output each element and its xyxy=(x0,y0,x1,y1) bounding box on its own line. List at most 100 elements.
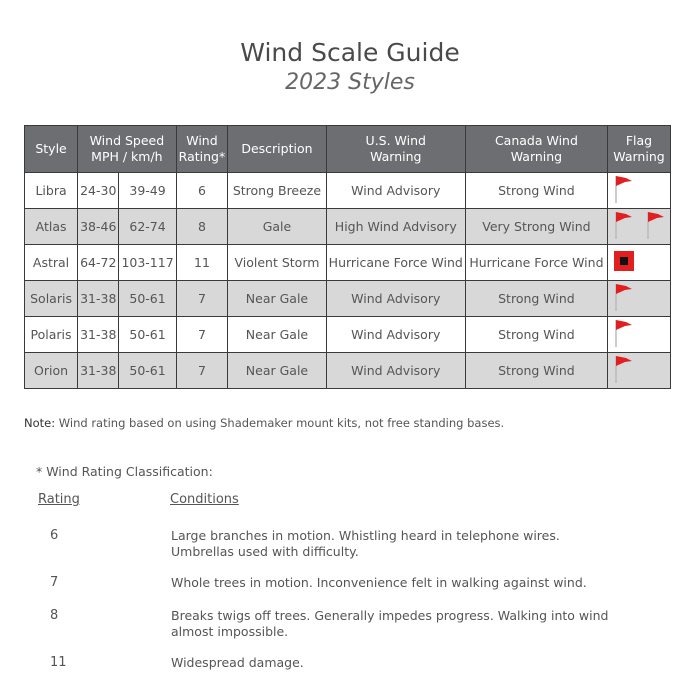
note-text: Wind rating based on using Shademaker mo… xyxy=(55,416,505,430)
cell-mph: 31-38 xyxy=(77,352,120,389)
cell-kmh: 62-74 xyxy=(118,208,177,245)
cell-canada: Strong Wind xyxy=(464,352,609,389)
cell-us: Wind Advisory xyxy=(325,316,466,353)
header-rating: Wind Rating* xyxy=(175,125,229,173)
cell-style: Libra xyxy=(23,172,79,209)
header-line: U.S. Wind xyxy=(365,133,426,148)
table-row: Orion 31-38 50-61 7 Near Gale Wind Advisory St… xyxy=(23,352,671,389)
header-description: Description xyxy=(227,125,327,173)
classification-rating: 8 xyxy=(50,608,59,623)
cell-flag xyxy=(607,352,671,389)
condition-line: Large branches in motion. Whistling hear… xyxy=(171,528,560,543)
header-line: Wind xyxy=(186,133,218,148)
conditions-header: Conditions xyxy=(170,492,239,507)
header-line: MPH / km/h xyxy=(91,149,163,164)
cell-kmh: 103-117 xyxy=(118,244,177,281)
cell-description: Gale xyxy=(227,208,327,245)
cell-description: Near Gale xyxy=(227,316,327,353)
cell-canada: Hurricane Force Wind xyxy=(464,244,609,281)
cell-us: High Wind Advisory xyxy=(325,208,466,245)
header-line: Warning xyxy=(370,149,422,164)
condition-line: Breaks twigs off trees. Generally impede… xyxy=(171,608,609,623)
header-flag: Flag Warning xyxy=(607,125,671,173)
cell-us: Wind Advisory xyxy=(325,172,466,209)
cell-us: Wind Advisory xyxy=(325,280,466,317)
header-line: Flag xyxy=(625,133,653,148)
cell-style: Orion xyxy=(23,352,79,389)
pennant-flag-icon xyxy=(615,356,632,383)
cell-canada: Strong Wind xyxy=(464,172,609,209)
header-style: Style xyxy=(23,125,79,173)
cell-rating: 7 xyxy=(175,316,229,353)
classification-condition: Large branches in motion. Whistling hear… xyxy=(171,528,621,560)
cell-mph: 38-46 xyxy=(77,208,120,245)
cell-kmh: 50-61 xyxy=(118,280,177,317)
table-row: Solaris 31-38 50-61 7 Near Gale Wind Advisory… xyxy=(23,280,671,317)
cell-style: Atlas xyxy=(23,208,79,245)
hurricane-flag-icon xyxy=(614,251,634,271)
cell-kmh: 50-61 xyxy=(118,352,177,389)
condition-line: Whole trees in motion. Inconvenience fel… xyxy=(171,575,587,590)
cell-flag xyxy=(607,316,671,353)
condition-line: almost impossible. xyxy=(171,624,289,639)
cell-description: Near Gale xyxy=(227,352,327,389)
cell-style: Polaris xyxy=(23,316,79,353)
classification-condition: Whole trees in motion. Inconvenience fel… xyxy=(171,575,621,591)
cell-description: Strong Breeze xyxy=(227,172,327,209)
classification-rating: 6 xyxy=(50,528,59,543)
header-canada-warning: Canada Wind Warning xyxy=(464,125,609,173)
cell-rating: 11 xyxy=(175,244,229,281)
cell-style: Solaris xyxy=(23,280,79,317)
note-label: Note: xyxy=(24,416,56,430)
pennant-flag-icon xyxy=(615,212,632,239)
cell-rating: 7 xyxy=(175,280,229,317)
cell-us: Hurricane Force Wind xyxy=(325,244,466,281)
table-header: Style Wind Speed MPH / km/h Wind Rating* D… xyxy=(23,125,671,173)
cell-mph: 64-72 xyxy=(77,244,120,281)
header-us-warning: U.S. Wind Warning xyxy=(325,125,466,173)
cell-rating: 8 xyxy=(175,208,229,245)
classification-rating: 7 xyxy=(50,575,59,590)
classification-title: * Wind Rating Classification: xyxy=(36,464,213,479)
classification-condition: Breaks twigs off trees. Generally impede… xyxy=(171,608,621,640)
header-line: Rating* xyxy=(178,149,226,164)
rating-header: Rating xyxy=(38,492,80,507)
condition-line: Umbrellas used with difficulty. xyxy=(171,544,359,559)
cell-mph: 31-38 xyxy=(77,280,120,317)
cell-canada: Strong Wind xyxy=(464,280,609,317)
table-row: Atlas 38-46 62-74 8 Gale High Wind Advisory Ve… xyxy=(23,208,671,245)
wind-scale-table: Style Wind Speed MPH / km/h Wind Rating* D… xyxy=(23,125,671,389)
cell-canada: Very Strong Wind xyxy=(464,208,609,245)
classification-condition: Widespread damage. xyxy=(171,655,621,671)
cell-mph: 31-38 xyxy=(77,316,120,353)
cell-kmh: 50-61 xyxy=(118,316,177,353)
header-line: Canada Wind xyxy=(494,133,578,148)
header-line: Wind Speed xyxy=(89,133,165,148)
condition-line: Widespread damage. xyxy=(171,655,304,670)
cell-us: Wind Advisory xyxy=(325,352,466,389)
pennant-flag-icon xyxy=(615,320,632,347)
header-line: Warning xyxy=(510,149,563,164)
cell-rating: 6 xyxy=(175,172,229,209)
header-line: Warning xyxy=(613,149,665,164)
cell-description: Violent Storm xyxy=(227,244,327,281)
cell-canada: Strong Wind xyxy=(464,316,609,353)
page-subtitle: 2023 Styles xyxy=(285,70,415,95)
cell-mph: 24-30 xyxy=(77,172,120,209)
table-row: Astral 64-72 103-117 11 Violent Storm Hurrica… xyxy=(23,244,671,281)
note: Note: Wind rating based on using Shadema… xyxy=(24,416,504,430)
cell-description: Near Gale xyxy=(227,280,327,317)
cell-flag xyxy=(607,244,671,281)
cell-flag xyxy=(607,280,671,317)
cell-rating: 7 xyxy=(175,352,229,389)
page-title: Wind Scale Guide xyxy=(240,38,460,67)
header-wind-speed: Wind Speed MPH / km/h xyxy=(77,125,177,173)
cell-style: Astral xyxy=(23,244,79,281)
pennant-flag-icon xyxy=(615,284,632,311)
pennant-flag-icon xyxy=(647,212,664,239)
classification-rating: 11 xyxy=(50,655,67,670)
cell-kmh: 39-49 xyxy=(118,172,177,209)
table-row: Libra 24-30 39-49 6 Strong Breeze Wind Adviso… xyxy=(23,172,671,209)
table-row: Polaris 31-38 50-61 7 Near Gale Wind Advisory… xyxy=(23,316,671,353)
cell-flag xyxy=(607,208,671,245)
